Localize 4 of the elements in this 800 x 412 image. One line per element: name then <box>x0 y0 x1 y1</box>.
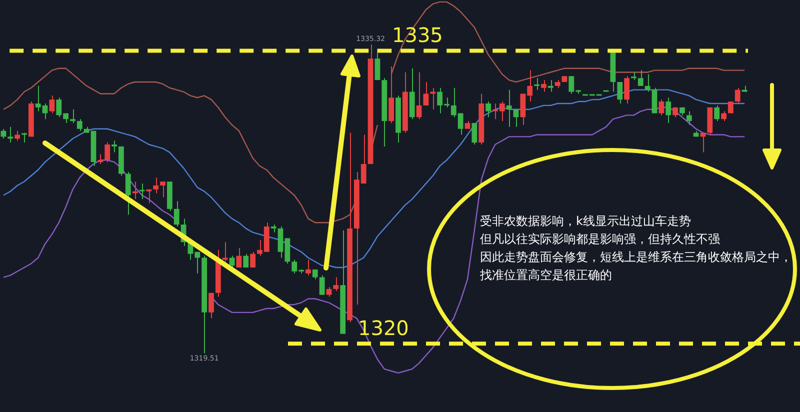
annotation: 找准位置高空是很正确的 <box>480 267 613 284</box>
annotation: 因此走势盘面会修复，短线上是维系在三角收敛格局之中， <box>480 249 792 266</box>
annotation: 受非农数据影响，k线显示出过山车走势 <box>480 213 692 230</box>
annotation: 但凡以往实际影响都是影响强，但持久性不强 <box>480 231 721 248</box>
